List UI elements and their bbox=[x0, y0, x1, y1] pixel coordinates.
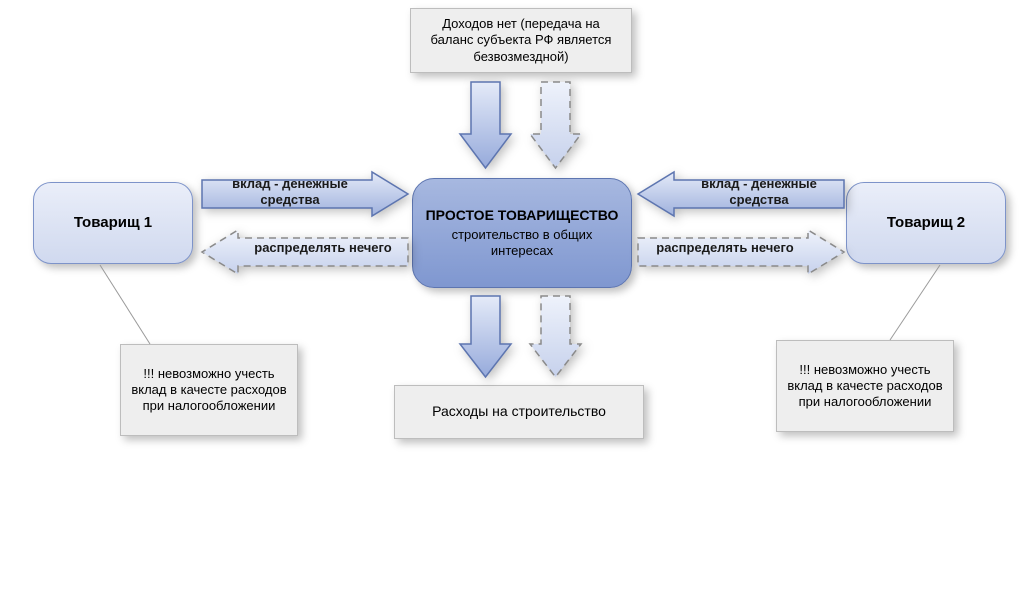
arrow-top-down-2 bbox=[528, 80, 583, 170]
arrow-bot-down-1 bbox=[458, 294, 513, 379]
arrow-bot-down-2 bbox=[528, 294, 583, 379]
arrow-right-out bbox=[636, 228, 846, 276]
arrow-left-in bbox=[200, 170, 410, 218]
arrow-top-down-1 bbox=[458, 80, 513, 170]
arrow-right-in bbox=[636, 170, 846, 218]
arrow-left-out bbox=[200, 228, 410, 276]
